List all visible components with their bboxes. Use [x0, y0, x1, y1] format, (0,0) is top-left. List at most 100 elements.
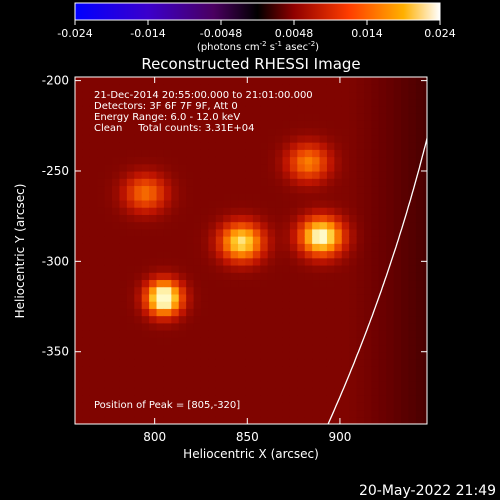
heatmap-cell: [326, 337, 335, 346]
heatmap-cell: [75, 272, 84, 281]
heatmap-cell: [275, 257, 284, 266]
heatmap-cell: [326, 127, 335, 136]
heatmap-cell: [141, 409, 150, 418]
heatmap-cell: [171, 344, 180, 353]
heatmap-cell: [334, 221, 343, 230]
heatmap-cell: [149, 416, 158, 424]
heatmap-cell: [149, 142, 158, 150]
heatmap-cell: [364, 236, 373, 244]
heatmap-cell: [200, 120, 209, 129]
heatmap-cell: [275, 308, 284, 317]
heatmap-cell: [341, 156, 350, 165]
heatmap-cell: [297, 301, 306, 309]
heatmap-cell: [112, 185, 121, 194]
heatmap-cell: [119, 113, 128, 121]
heatmap-cell: [82, 214, 91, 223]
heatmap-cell: [326, 207, 335, 215]
heatmap-cell: [223, 127, 232, 136]
heatmap-cell: [200, 170, 209, 179]
heatmap-cell: [223, 105, 232, 114]
heatmap-cell: [304, 416, 313, 424]
heatmap-cell: [349, 207, 358, 215]
heatmap-cell: [260, 142, 269, 150]
heatmap-cell: [326, 199, 335, 208]
heatmap-cell: [364, 279, 373, 288]
heatmap-cell: [401, 84, 410, 93]
heatmap-cell: [408, 250, 417, 259]
heatmap-cell: [408, 315, 417, 324]
heatmap-cell: [267, 293, 276, 302]
heatmap-cell: [341, 301, 350, 309]
heatmap-cell: [156, 113, 165, 121]
heatmap-cell: [119, 77, 128, 85]
heatmap-cell: [149, 322, 158, 331]
heatmap-cell: [364, 149, 373, 158]
heatmap-cell: [156, 156, 165, 165]
heatmap-cell: [193, 178, 202, 187]
heatmap-cell: [356, 322, 365, 331]
heatmap-cell: [178, 344, 187, 353]
heatmap-cell: [178, 163, 187, 172]
heatmap-cell: [260, 98, 269, 107]
heatmap-cell: [141, 358, 150, 367]
heatmap-cell: [171, 366, 180, 374]
heatmap-cell: [126, 243, 135, 252]
heatmap-cell: [134, 380, 143, 389]
heatmap-cell: [415, 105, 424, 114]
heatmap-cell: [393, 214, 402, 223]
heatmap-cell: [275, 243, 284, 252]
heatmap-cell: [401, 163, 410, 172]
heatmap-cell: [356, 134, 365, 143]
heatmap-cell: [119, 366, 128, 374]
heatmap-cell: [304, 207, 313, 215]
heatmap-cell: [134, 163, 143, 172]
heatmap-cell: [282, 337, 291, 346]
heatmap-cell: [156, 337, 165, 346]
heatmap-cell: [267, 98, 276, 107]
heatmap-cell: [289, 98, 298, 107]
heatmap-cell: [230, 207, 239, 215]
heatmap-cell: [82, 105, 91, 114]
heatmap-cell: [126, 416, 135, 424]
heatmap-cell: [408, 387, 417, 396]
heatmap-cell: [141, 185, 150, 194]
heatmap-cell: [378, 380, 387, 389]
heatmap-cell: [326, 395, 335, 403]
heatmap-cell: [252, 279, 261, 288]
heatmap-cell: [341, 264, 350, 273]
heatmap-cell: [89, 170, 98, 179]
heatmap-cell: [371, 156, 380, 165]
heatmap-cell: [134, 214, 143, 223]
heatmap-cell: [223, 178, 232, 187]
heatmap-cell: [112, 387, 121, 396]
heatmap-cell: [171, 236, 180, 244]
heatmap-cell: [208, 199, 217, 208]
heatmap-cell: [149, 272, 158, 281]
heatmap-cell: [230, 77, 239, 85]
heatmap-cell: [267, 207, 276, 215]
heatmap-cell: [312, 279, 321, 288]
heatmap-cell: [104, 163, 113, 172]
heatmap-cell: [319, 358, 328, 367]
heatmap-cell: [289, 113, 298, 121]
heatmap-cell: [171, 178, 180, 187]
heatmap-cell: [260, 351, 269, 360]
heatmap-cell: [156, 301, 165, 309]
heatmap-cell: [82, 293, 91, 302]
heatmap-cell: [238, 84, 247, 93]
heatmap-cell: [423, 105, 427, 114]
heatmap-cell: [297, 337, 306, 346]
heatmap-cell: [423, 272, 427, 281]
heatmap-cell: [415, 322, 424, 331]
heatmap-cell: [356, 113, 365, 121]
heatmap-cell: [75, 358, 84, 367]
heatmap-cell: [238, 250, 247, 259]
heatmap-cell: [215, 337, 224, 346]
colorbar-ticks: [74, 20, 441, 25]
heatmap-cell: [364, 207, 373, 215]
heatmap-cell: [134, 77, 143, 85]
heatmap-cell: [134, 178, 143, 187]
heatmap-cell: [156, 380, 165, 389]
heatmap-cell: [289, 214, 298, 223]
heatmap-cell: [163, 409, 172, 418]
